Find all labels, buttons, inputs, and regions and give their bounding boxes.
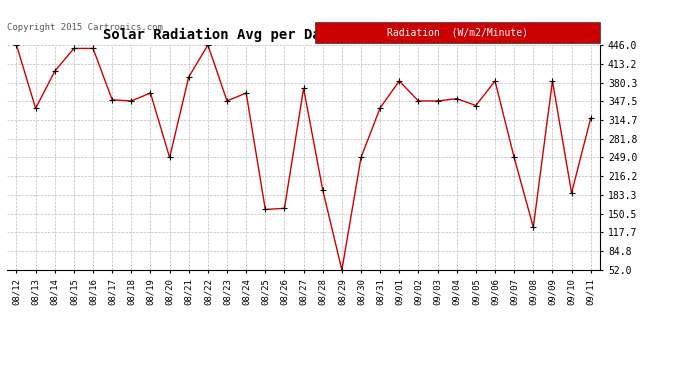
Text: Radiation  (W/m2/Minute): Radiation (W/m2/Minute) bbox=[387, 28, 529, 38]
Title: Solar Radiation Avg per Day W/m2/minute 20150911: Solar Radiation Avg per Day W/m2/minute … bbox=[103, 28, 504, 42]
FancyBboxPatch shape bbox=[315, 22, 600, 43]
Text: Copyright 2015 Cartronics.com: Copyright 2015 Cartronics.com bbox=[7, 22, 163, 32]
